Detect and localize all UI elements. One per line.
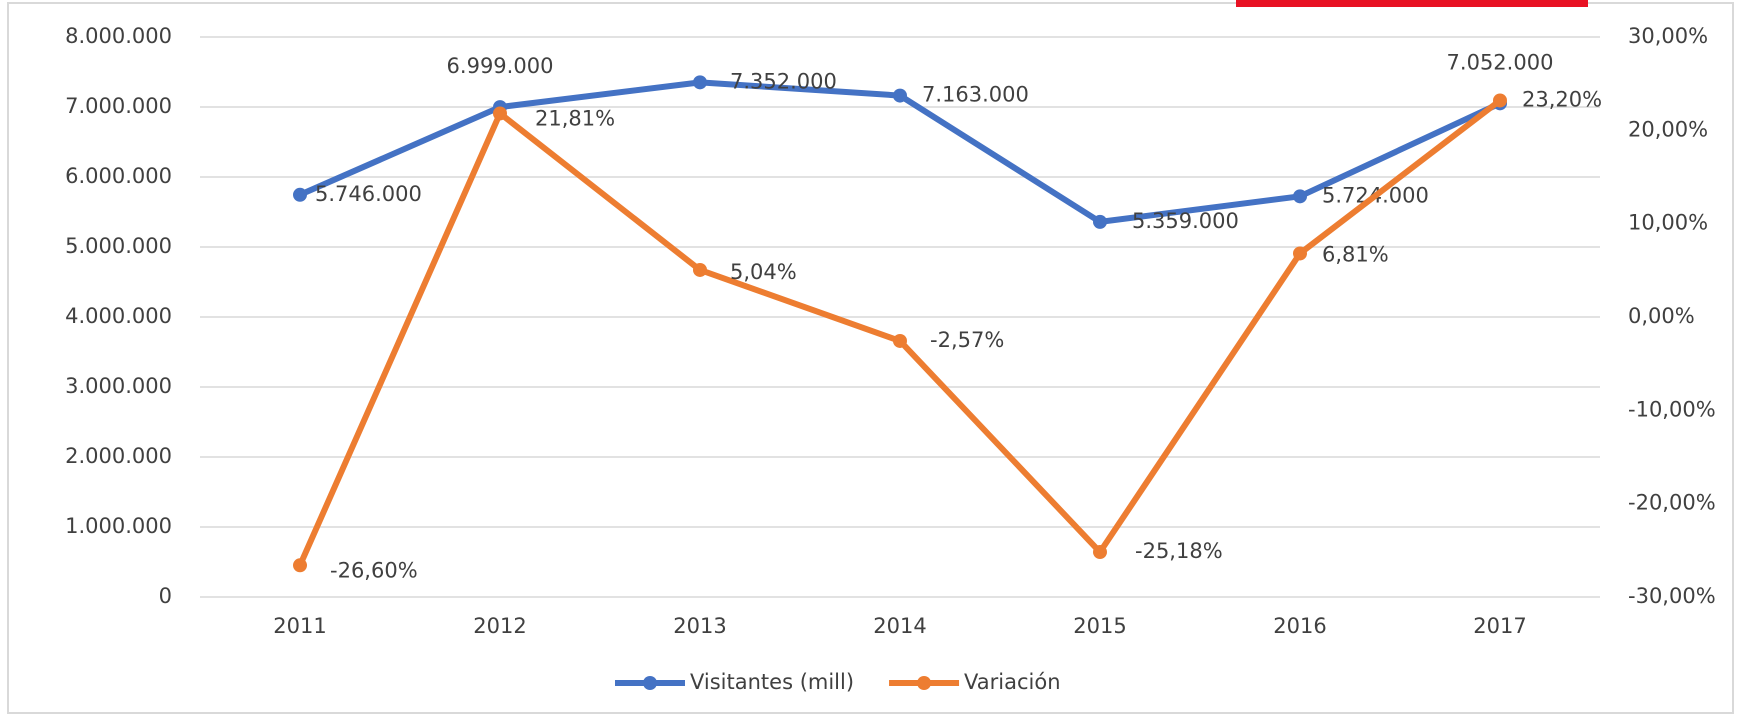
y2-tick-label: 20,00% — [1628, 117, 1708, 141]
data-label: 6.999.000 — [447, 54, 554, 78]
data-label: 5.359.000 — [1132, 209, 1239, 233]
data-label: -26,60% — [330, 558, 418, 582]
y-tick-label: 1.000.000 — [65, 514, 172, 538]
point-marker — [693, 262, 707, 277]
point-marker — [1093, 214, 1107, 229]
point-marker — [493, 106, 507, 121]
y-tick-label: 2.000.000 — [65, 444, 172, 468]
data-label: 7.352.000 — [730, 69, 837, 93]
data-label: 23,20% — [1522, 87, 1602, 111]
y-tick-label: 6.000.000 — [65, 164, 172, 188]
data-label: 6,81% — [1322, 242, 1389, 266]
y-tick-label: 8.000.000 — [65, 24, 172, 48]
point-marker — [1293, 189, 1307, 204]
y-tick-label: 7.000.000 — [65, 94, 172, 118]
y2-tick-label: -10,00% — [1628, 397, 1716, 421]
header-bar — [1236, 0, 1588, 7]
y2-tick-label: -20,00% — [1628, 491, 1716, 515]
y2-tick-label: 0,00% — [1628, 304, 1695, 328]
x-tick-label: 2011 — [273, 614, 326, 638]
x-tick-label: 2016 — [1273, 614, 1326, 638]
x-tick-label: 2013 — [673, 614, 726, 638]
legend-label: Variación — [964, 670, 1060, 694]
x-tick-label: 2012 — [473, 614, 526, 638]
data-label: 7.052.000 — [1447, 50, 1554, 74]
y-tick-label: 3.000.000 — [65, 374, 172, 398]
x-tick-label: 2015 — [1073, 614, 1126, 638]
y-tick-label: 0 — [159, 584, 172, 608]
point-marker — [893, 88, 907, 103]
y-tick-label: 5.000.000 — [65, 234, 172, 258]
legend-marker — [643, 676, 657, 690]
x-tick-label: 2017 — [1473, 614, 1526, 638]
legend-label: Visitantes (mill) — [690, 670, 854, 694]
data-label: -2,57% — [930, 328, 1004, 352]
chart-frame — [7, 2, 1734, 714]
data-label: 5.746.000 — [315, 182, 422, 206]
x-tick-label: 2014 — [873, 614, 926, 638]
point-marker — [1493, 93, 1507, 108]
data-label: 5,04% — [730, 260, 797, 284]
point-marker — [893, 333, 907, 348]
y2-tick-label: 10,00% — [1628, 211, 1708, 235]
y2-tick-label: -30,00% — [1628, 584, 1716, 608]
point-marker — [293, 187, 307, 202]
data-label: -25,18% — [1135, 539, 1223, 563]
point-marker — [693, 75, 707, 90]
point-marker — [293, 558, 307, 573]
point-marker — [1293, 246, 1307, 261]
data-label: 7.163.000 — [922, 83, 1029, 107]
y2-tick-label: 30,00% — [1628, 24, 1708, 48]
y-tick-label: 4.000.000 — [65, 304, 172, 328]
point-marker — [1093, 545, 1107, 560]
legend-marker — [917, 676, 932, 690]
data-label: 21,81% — [535, 106, 615, 130]
